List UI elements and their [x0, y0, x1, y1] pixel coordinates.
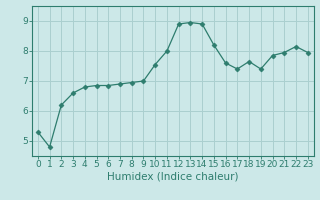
X-axis label: Humidex (Indice chaleur): Humidex (Indice chaleur) — [107, 172, 238, 182]
